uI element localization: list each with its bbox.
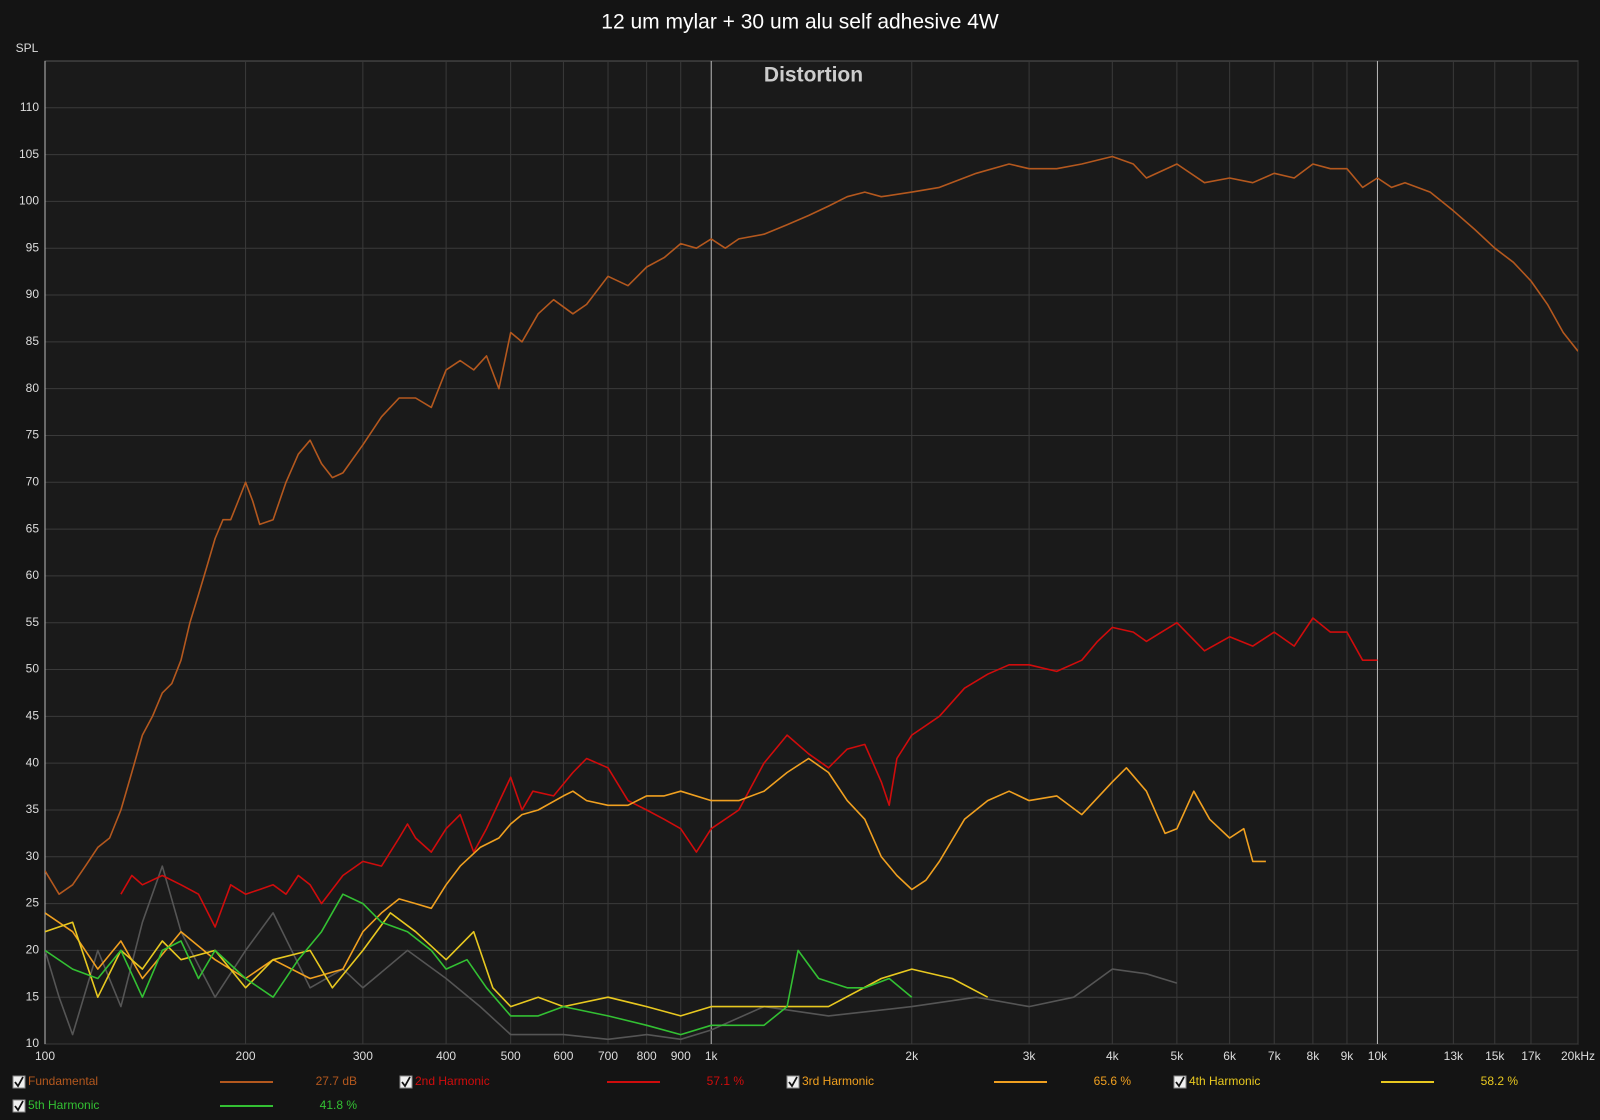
legend-label: Fundamental: [28, 1074, 98, 1088]
legend-label: 5th Harmonic: [28, 1098, 99, 1112]
legend-entry: 2nd Harmonic 57.1 %: [399, 1074, 745, 1089]
series-line: [45, 865, 1178, 1041]
legend-label: 4th Harmonic: [1189, 1074, 1260, 1088]
y-tick-label: 30: [26, 849, 40, 863]
y-tick-label: 105: [19, 147, 39, 161]
x-tick-label: 1k: [705, 1049, 719, 1063]
x-tick-label: 13k: [1444, 1049, 1464, 1063]
x-tick-label: 5k: [1171, 1049, 1185, 1063]
x-tick-label: 8k: [1307, 1049, 1321, 1063]
x-tick-label: 500: [501, 1049, 521, 1063]
y-axis-label: SPL: [16, 41, 39, 55]
checkmark: [788, 1076, 798, 1088]
legend-value: 58.2 %: [1481, 1074, 1519, 1088]
y-tick-label: 90: [26, 287, 40, 301]
series-line: [45, 757, 1266, 980]
x-tick-label: 20kHz: [1561, 1049, 1595, 1063]
x-tick-label: 17k: [1521, 1049, 1541, 1063]
y-tick-label: 55: [26, 615, 40, 629]
y-tick-label: 110: [20, 100, 39, 114]
checkmark: [1175, 1076, 1185, 1088]
y-tick-label: 80: [26, 381, 40, 395]
y-tick-label: 15: [26, 989, 40, 1003]
y-tick-label: 85: [26, 334, 40, 348]
legend-value: 65.6 %: [1094, 1074, 1132, 1088]
legend-entry: Fundamental 27.7 dB: [12, 1074, 357, 1089]
legend-value: 57.1 %: [707, 1074, 745, 1088]
y-tick-label: 70: [26, 474, 40, 488]
legend-entry: 3rd Harmonic 65.6 %: [786, 1074, 1132, 1089]
x-tick-label: 800: [637, 1049, 657, 1063]
chart-subtitle: Distortion: [764, 64, 863, 87]
y-tick-label: 40: [26, 755, 40, 769]
legend-label: 3rd Harmonic: [802, 1074, 874, 1088]
x-tick-label: 2k: [905, 1049, 919, 1063]
legend-value: 41.8 %: [320, 1098, 358, 1112]
x-tick-label: 400: [436, 1049, 456, 1063]
y-tick-label: 25: [26, 896, 40, 910]
y-tick-label: 45: [26, 709, 40, 723]
legend-value: 27.7 dB: [316, 1074, 357, 1088]
y-tick-label: 50: [26, 662, 40, 676]
series-line: [45, 155, 1578, 895]
y-tick-label: 35: [26, 802, 40, 816]
x-tick-label: 900: [671, 1049, 691, 1063]
x-tick-label: 6k: [1223, 1049, 1237, 1063]
y-tick-label: 10: [26, 1036, 40, 1050]
legend-entry: 5th Harmonic 41.8 %: [12, 1098, 358, 1113]
y-tick-label: 100: [19, 194, 39, 208]
plot-area: [44, 60, 1579, 1045]
checkmark: [14, 1100, 24, 1112]
x-tick-label: 600: [553, 1049, 573, 1063]
x-tick-label: 700: [598, 1049, 618, 1063]
checkmark: [401, 1076, 411, 1088]
x-tick-label: 7k: [1268, 1049, 1282, 1063]
series-line: [45, 912, 989, 1017]
x-tick-label: 15k: [1485, 1049, 1505, 1063]
x-tick-label: 100: [35, 1049, 55, 1063]
legend-label: 2nd Harmonic: [415, 1074, 490, 1088]
x-tick-label: 10k: [1368, 1049, 1388, 1063]
y-tick-label: 95: [26, 240, 40, 254]
y-tick-label: 75: [26, 428, 40, 442]
series-line: [120, 617, 1378, 928]
y-tick-label: 20: [26, 943, 40, 957]
y-tick-label: 60: [26, 568, 40, 582]
x-tick-label: 4k: [1106, 1049, 1120, 1063]
x-tick-label: 3k: [1023, 1049, 1037, 1063]
checkmark: [14, 1076, 24, 1088]
x-tick-label: 300: [353, 1049, 373, 1063]
chart-title: 12 um mylar + 30 um alu self adhesive 4W: [601, 11, 999, 34]
x-tick-label: 9k: [1341, 1049, 1355, 1063]
x-tick-label: 200: [236, 1049, 256, 1063]
series-line: [45, 893, 913, 1036]
legend-entry: 4th Harmonic 58.2 %: [1173, 1074, 1519, 1089]
y-tick-label: 65: [26, 521, 40, 535]
